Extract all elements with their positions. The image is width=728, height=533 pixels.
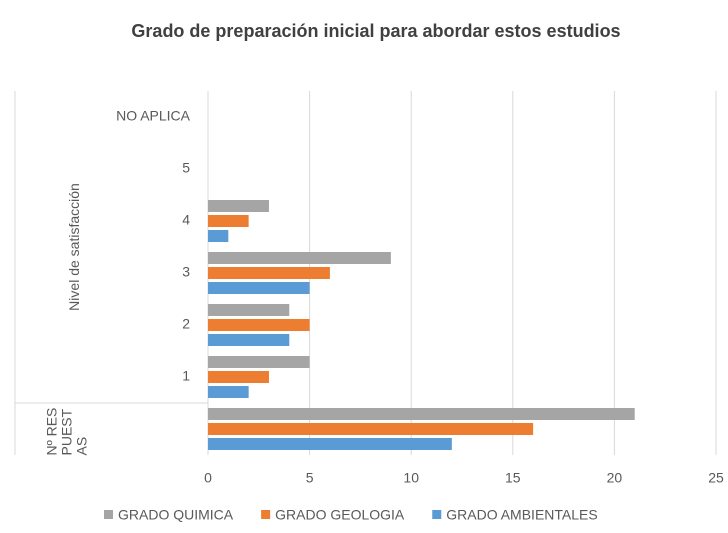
bar: [208, 230, 229, 242]
bar: [208, 252, 391, 264]
x-tick-label: 10: [403, 470, 419, 486]
group-label: Nº RESPUESTAS: [43, 407, 90, 455]
y-tick-label: NO APLICA: [116, 108, 191, 124]
y-tick-label: 2: [182, 316, 190, 332]
bar: [208, 304, 290, 316]
bar: [208, 386, 249, 398]
x-tick-label: 0: [204, 470, 212, 486]
legend-label: GRADO QUIMICA: [118, 507, 234, 523]
bar: [208, 371, 269, 383]
bar: [208, 423, 534, 435]
y-tick-label: 5: [182, 160, 190, 176]
bar: [208, 319, 310, 331]
x-tick-label: 15: [505, 470, 521, 486]
group-label: Nivel de satisfacción: [66, 183, 82, 311]
bar: [208, 215, 249, 227]
legend-swatch: [104, 510, 113, 519]
y-tick-label: 1: [182, 368, 190, 384]
legend-swatch: [261, 510, 271, 519]
x-tick-label: 5: [306, 470, 314, 486]
chart-title: Grado de preparación inicial para aborda…: [131, 21, 620, 41]
legend-label: GRADO AMBIENTALES: [446, 507, 597, 523]
bar: [208, 438, 452, 450]
y-tick-label: 3: [182, 264, 190, 280]
bar: [208, 334, 290, 346]
bar: [208, 200, 269, 212]
y-tick-label: 4: [182, 212, 190, 228]
x-tick-label: 25: [708, 470, 724, 486]
bar: [208, 408, 635, 420]
bar: [208, 267, 330, 279]
x-tick-label: 20: [607, 470, 623, 486]
legend-swatch: [432, 510, 442, 519]
legend-label: GRADO GEOLOGIA: [275, 507, 405, 523]
bar: [208, 356, 310, 368]
bar: [208, 282, 310, 294]
